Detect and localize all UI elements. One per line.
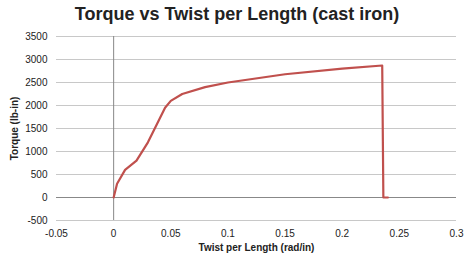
svg-text:0.25: 0.25 (390, 228, 410, 239)
svg-text:2500: 2500 (25, 77, 48, 88)
html-text:Torque vs Twist per Length (ca: Torque vs Twist per Length (cast iron) (74, 4, 400, 24)
svg-text:Twist per Length (rad/in): Twist per Length (rad/in) (199, 242, 315, 253)
svg-text:0.2: 0.2 (335, 228, 349, 239)
svg-text:1500: 1500 (25, 123, 48, 134)
svg-text:0.05: 0.05 (161, 228, 181, 239)
svg-text:0.15: 0.15 (275, 228, 295, 239)
svg-text:3500: 3500 (25, 31, 48, 42)
svg-text:2000: 2000 (25, 100, 48, 111)
svg-text:Torque (lb-in): Torque (lb-in) (9, 97, 20, 161)
svg-text:500: 500 (31, 169, 48, 180)
svg-text:0.1: 0.1 (221, 228, 235, 239)
svg-text:-0.05: -0.05 (45, 228, 68, 239)
svg-text:3000: 3000 (25, 54, 48, 65)
svg-text:1000: 1000 (25, 146, 48, 157)
svg-text:0.3: 0.3 (450, 228, 464, 239)
svg-text:0: 0 (111, 228, 117, 239)
svg-text:0: 0 (42, 192, 48, 203)
svg-text:-500: -500 (27, 215, 47, 226)
